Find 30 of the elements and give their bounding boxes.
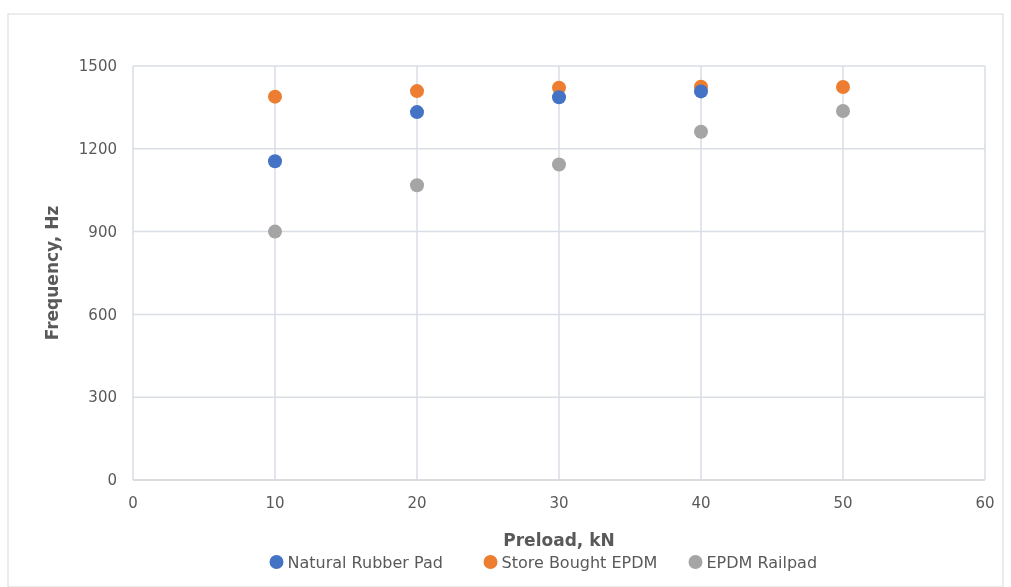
- y-tick-label: 1500: [78, 57, 117, 76]
- x-tick-label: 20: [407, 494, 427, 512]
- x-tick-label: 40: [691, 494, 711, 512]
- point: [410, 105, 424, 120]
- point: [268, 224, 282, 239]
- x-tick-label: 60: [975, 494, 995, 512]
- y-tick-label: 0: [107, 471, 117, 490]
- point: [836, 79, 850, 94]
- point: [410, 84, 424, 99]
- x-tick-label: 50: [833, 494, 853, 512]
- y-tick-label: 1200: [78, 140, 117, 159]
- legend-label: Store Bought EPDM: [501, 552, 658, 572]
- point: [552, 157, 566, 172]
- x-tick-label: 0: [128, 494, 138, 512]
- x-tick-label: 10: [265, 494, 285, 512]
- point: [268, 154, 282, 169]
- point: [552, 90, 566, 105]
- point: [410, 178, 424, 193]
- y-axis-title: Frequency, Hz: [42, 205, 62, 341]
- legend-label: EPDM Railpad: [706, 552, 818, 572]
- x-axis-title: Preload, kN: [503, 530, 615, 550]
- y-tick-label: 600: [88, 305, 117, 324]
- x-tick-label: 30: [549, 494, 569, 512]
- point: [268, 89, 282, 104]
- point: [694, 84, 708, 99]
- point: [694, 124, 708, 139]
- y-tick-label: 300: [88, 388, 117, 407]
- y-tick-label: 900: [88, 222, 117, 241]
- legend-label: Natural Rubber Pad: [287, 552, 443, 572]
- point: [836, 103, 850, 118]
